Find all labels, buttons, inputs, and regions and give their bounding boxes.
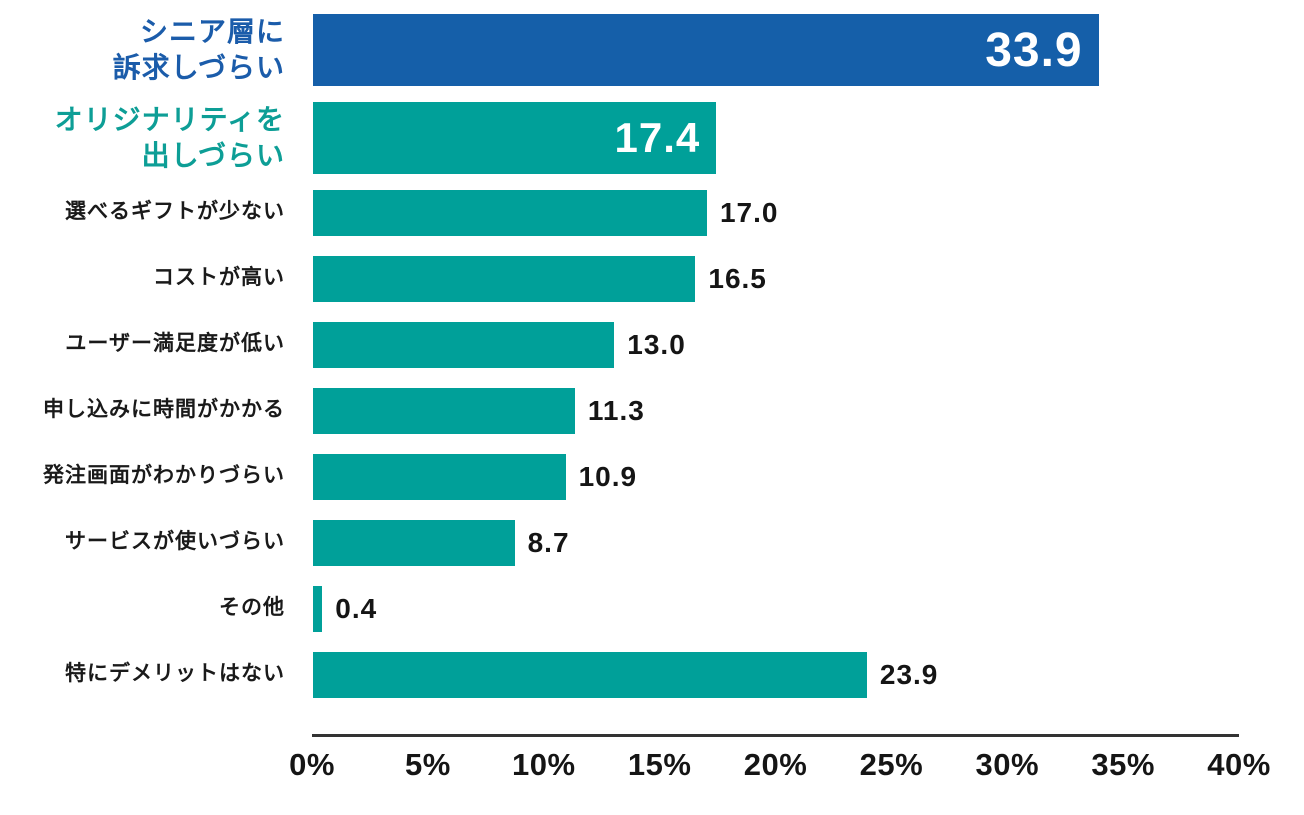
value-label: 17.4 — [614, 114, 701, 162]
value-label: 0.4 — [335, 592, 378, 624]
value-label: 13.0 — [627, 328, 686, 360]
category-label: 特にデメリットはない — [65, 662, 285, 686]
category-label: 選べるギフトが少ない — [65, 200, 285, 224]
bar: 23.9 — [313, 651, 867, 698]
category-label: サービスが使いづらい — [65, 530, 285, 554]
chart-row: 発注画面がわかりづらい 10.9 10.9 — [0, 453, 1304, 500]
bar-track: 23.9 23.9 — [313, 651, 1240, 698]
bar-track: 0.4 0.4 — [313, 585, 1240, 632]
value-label: 8.7 — [527, 526, 570, 558]
bar: 13.0 — [313, 321, 615, 368]
bar-track: 17.0 17.0 — [313, 189, 1240, 236]
bar: 16.5 — [313, 255, 696, 302]
x-axis-tick-label: 15% — [627, 746, 692, 782]
category-label: コストが高い — [153, 266, 285, 290]
chart-row: サービスが使いづらい 8.7 8.7 — [0, 519, 1304, 566]
category-label: その他 — [219, 596, 285, 620]
x-axis: 0% 5% 10% 15% 20% 25% 30% 35% 40% — [289, 733, 1270, 790]
value-label: 10.9 — [578, 460, 638, 492]
x-axis-tick-label: 30% — [975, 746, 1040, 782]
bar: 8.7 — [313, 519, 515, 566]
chart-row: 特にデメリットはない 23.9 23.9 — [0, 651, 1304, 698]
bar: 17.0 — [313, 189, 707, 236]
value-label: 33.9 — [985, 23, 1083, 77]
x-axis-tick-label: 35% — [1091, 746, 1155, 782]
chart-row: 申し込みに時間がかかる 11.3 11.3 — [0, 387, 1304, 434]
bar: 11.3 — [313, 387, 575, 434]
bar: 0.4 — [313, 585, 323, 632]
bar-track: 16.5 16.5 — [313, 255, 1240, 302]
x-axis-tick-label: 20% — [743, 746, 808, 782]
chart-rows: シニア層に 訴求しづらい 33.9 33.9 オリジナリティを 出しづらい 17… — [0, 14, 1304, 698]
chart-row: コストが高い 16.5 16.5 — [0, 255, 1304, 302]
bar-track: 13.0 13.0 — [313, 321, 1240, 368]
bar: 33.9 — [313, 14, 1099, 87]
category-label: 申し込みに時間がかかる — [43, 398, 285, 422]
category-label: ユーザー満足度が低い — [65, 332, 285, 356]
bar: 17.4 — [313, 102, 717, 175]
value-label: 17.0 — [719, 196, 779, 228]
bar-track: 17.4 17.4 — [313, 102, 1240, 175]
x-axis-tick-label: 10% — [511, 746, 576, 782]
chart-row: オリジナリティを 出しづらい 17.4 17.4 — [0, 102, 1304, 175]
chart-row: その他 0.4 0.4 — [0, 585, 1304, 632]
bar: 10.9 — [313, 453, 566, 500]
chart-row: 選べるギフトが少ない 17.0 17.0 — [0, 189, 1304, 236]
bar-track: 33.9 33.9 — [313, 14, 1240, 87]
value-label: 16.5 — [708, 262, 767, 294]
x-axis-tick-label: 40% — [1207, 746, 1271, 782]
category-label: シニア層に 訴求しづらい — [112, 16, 285, 84]
value-label: 23.9 — [879, 658, 939, 690]
chart-row: シニア層に 訴求しづらい 33.9 33.9 — [0, 14, 1304, 87]
x-axis-tick-label: 0% — [289, 746, 335, 782]
chart-row: ユーザー満足度が低い 13.0 13.0 — [0, 321, 1304, 368]
bar-track: 10.9 10.9 — [313, 453, 1240, 500]
x-axis-tick-label: 5% — [404, 746, 451, 782]
bar-track: 11.3 11.3 — [313, 387, 1240, 434]
bar-track: 8.7 8.7 — [313, 519, 1240, 566]
x-axis-tick-label: 25% — [859, 746, 924, 782]
category-label: オリジナリティを 出しづらい — [54, 103, 285, 172]
value-label: 11.3 — [587, 394, 645, 426]
category-label: 発注画面がわかりづらい — [43, 464, 285, 488]
